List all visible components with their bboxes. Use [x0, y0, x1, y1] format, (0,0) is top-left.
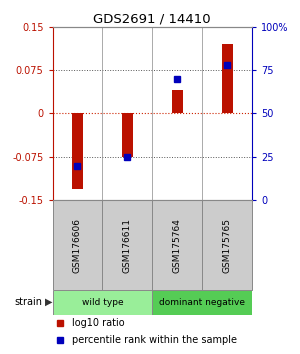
Bar	[52, 290, 152, 315]
Text: ▶: ▶	[45, 297, 52, 307]
Bar	[222, 44, 232, 114]
Text: wild type: wild type	[82, 298, 123, 307]
Bar	[202, 200, 252, 290]
Text: GSM176611: GSM176611	[123, 218, 132, 273]
Bar	[102, 200, 152, 290]
Bar	[122, 114, 133, 157]
Bar	[152, 200, 202, 290]
Text: dominant negative: dominant negative	[159, 298, 245, 307]
Text: GSM175764: GSM175764	[173, 218, 182, 273]
Text: GSM175765: GSM175765	[223, 218, 232, 273]
Bar	[172, 90, 183, 114]
Bar	[52, 200, 102, 290]
Text: log10 ratio: log10 ratio	[73, 318, 125, 328]
Title: GDS2691 / 14410: GDS2691 / 14410	[93, 12, 211, 25]
Text: GSM176606: GSM176606	[73, 218, 82, 273]
Text: percentile rank within the sample: percentile rank within the sample	[73, 336, 238, 346]
Bar	[152, 290, 252, 315]
Text: strain: strain	[14, 297, 43, 307]
Bar	[72, 114, 83, 189]
